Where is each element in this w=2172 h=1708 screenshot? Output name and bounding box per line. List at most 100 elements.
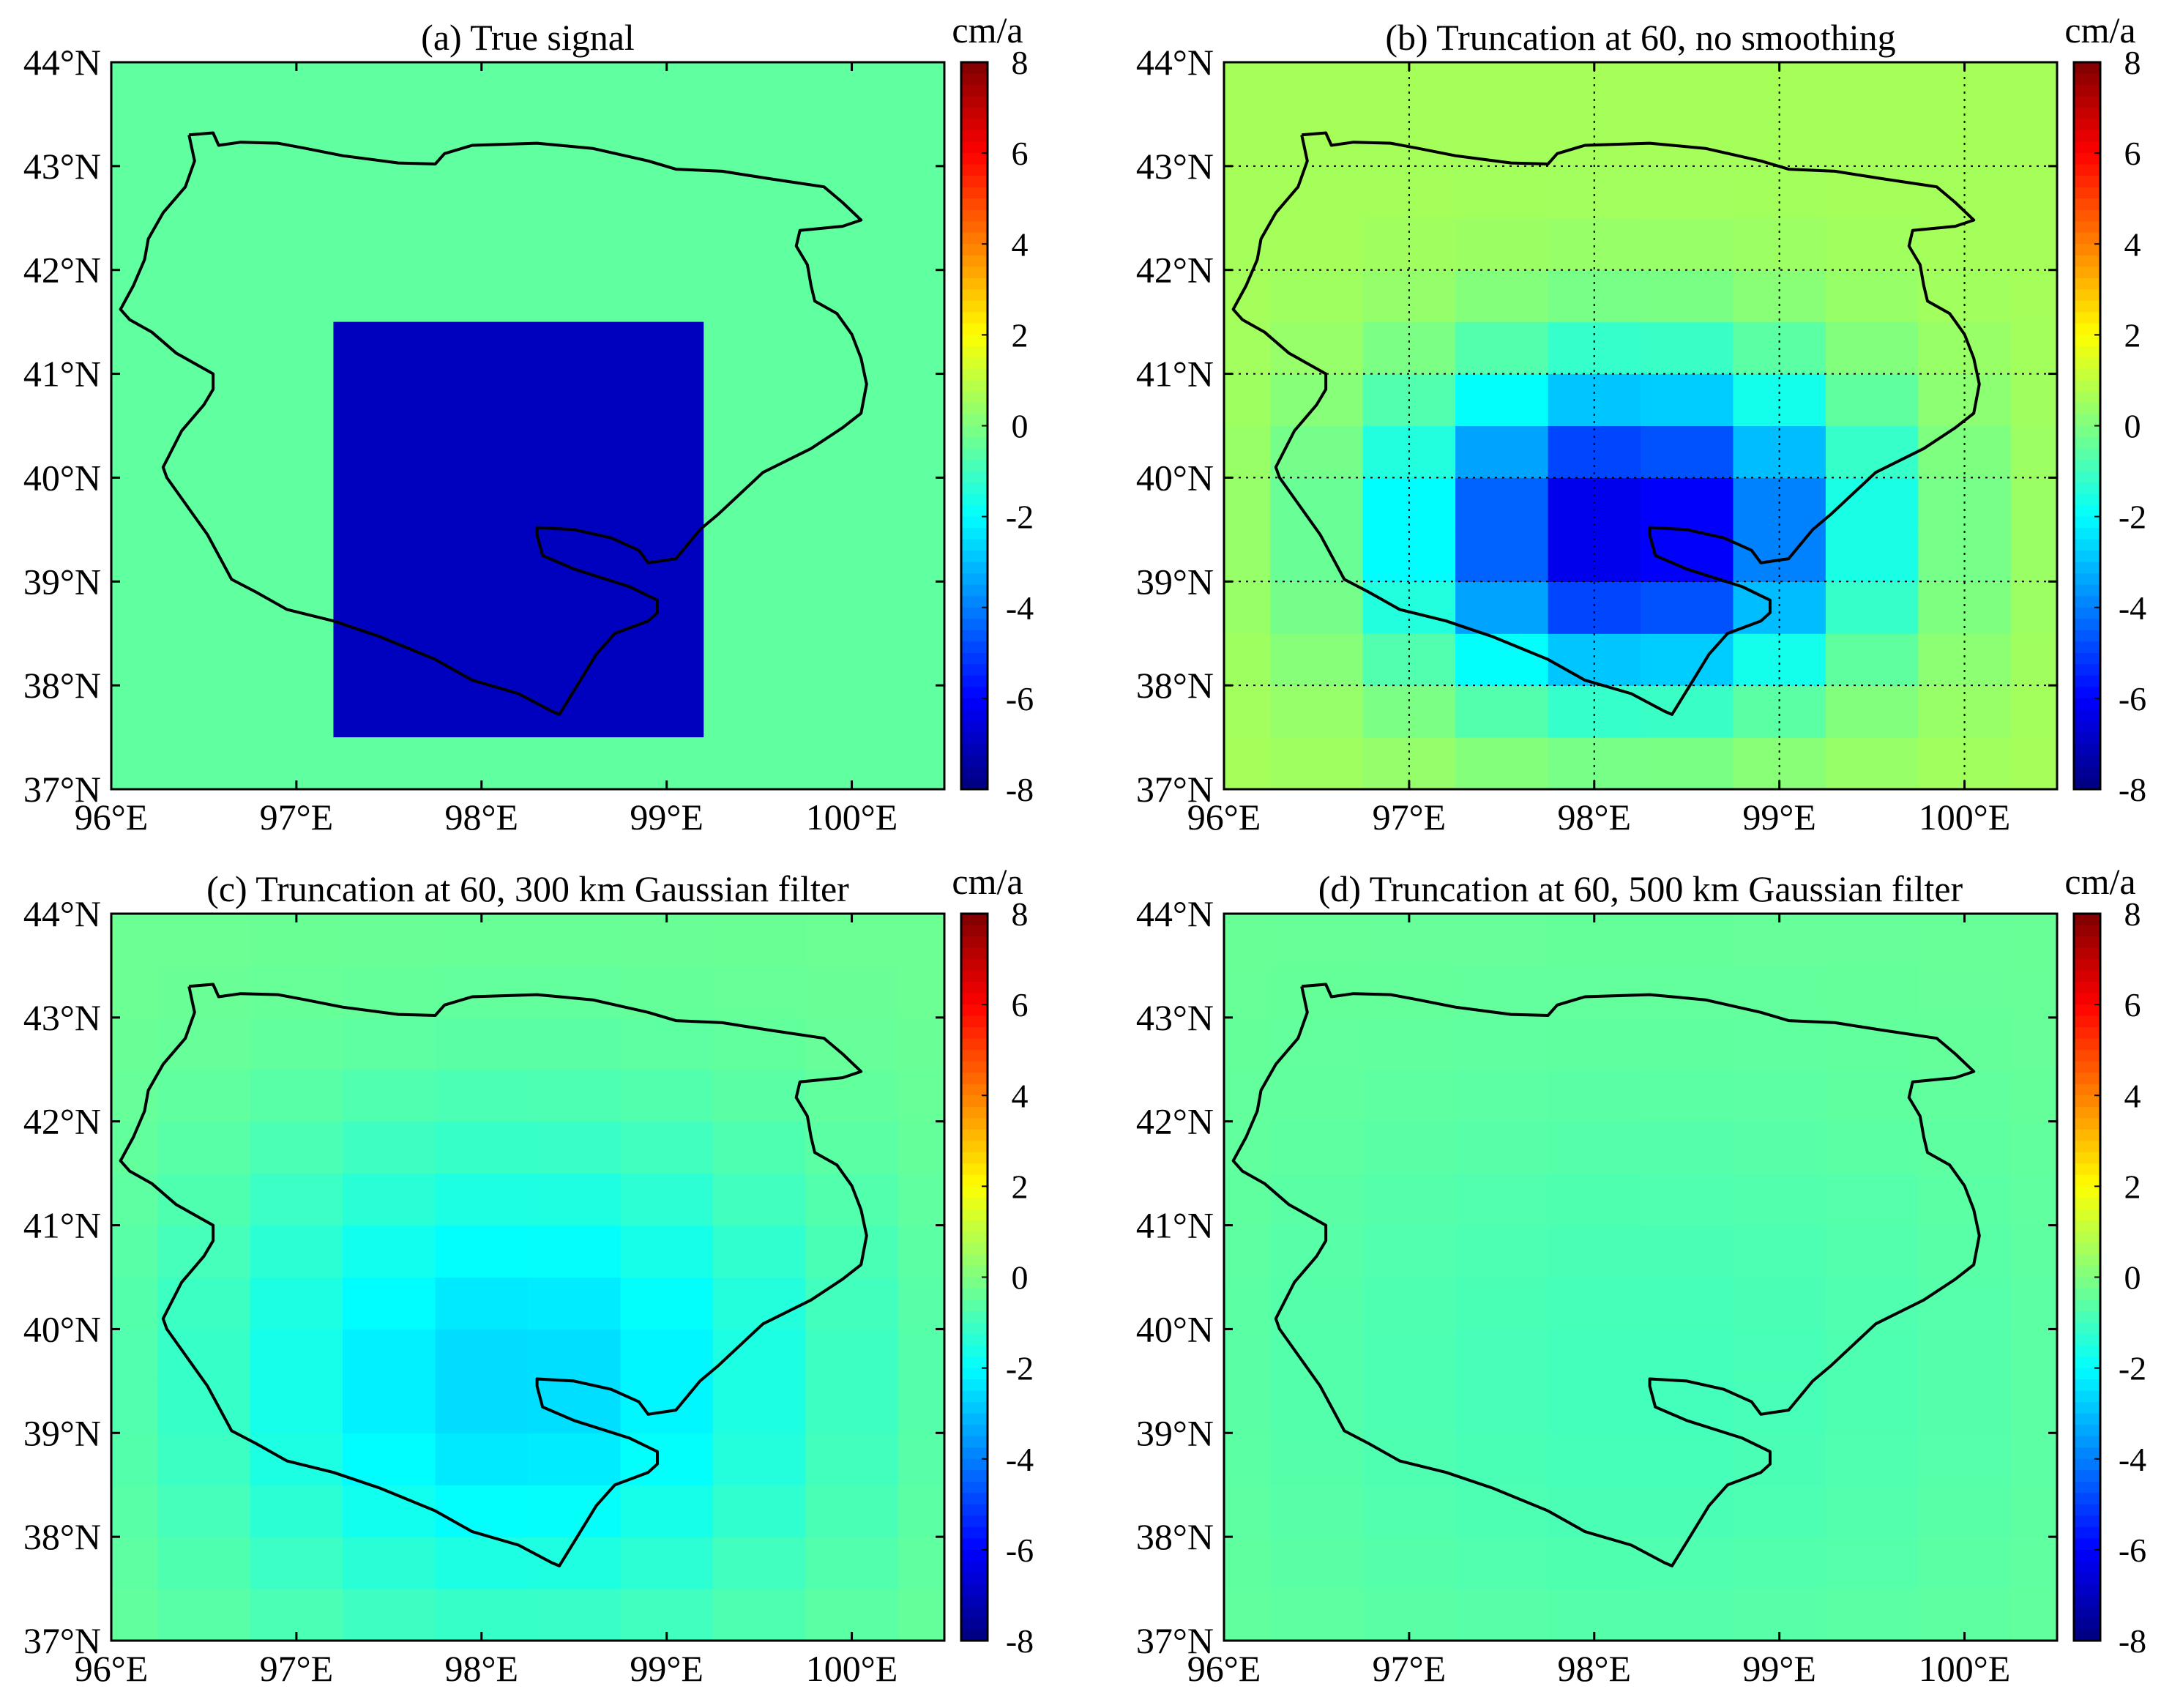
heatmap-cell	[2010, 373, 2057, 427]
colorbar-segment	[961, 221, 988, 234]
heatmap-cell	[1825, 165, 1919, 219]
heatmap-cell	[1733, 269, 1826, 323]
heatmap-cell	[1362, 1537, 1456, 1589]
colorbar: 8 6 4 2 0 -2 -4 -6 -8 cm/a	[952, 10, 1034, 808]
colorbar-segment	[961, 493, 988, 506]
heatmap-cell	[2010, 1173, 2057, 1226]
heatmap-cell	[1548, 1329, 1641, 1381]
colorbar: 8 6 4 2 0 -2 -4 -6 -8 cm/a	[2064, 861, 2146, 1660]
heatmap-cell	[1548, 1225, 1641, 1278]
colorbar-segment	[2074, 914, 2100, 926]
colorbar-tick-label: 4	[2124, 1077, 2141, 1114]
colorbar: 8 6 4 2 0 -2 -4 -6 -8 cm/a	[952, 861, 1034, 1660]
colorbar-segment	[2074, 505, 2100, 518]
colorbar-tick-label: -4	[1006, 589, 1034, 627]
colorbar-segment	[961, 630, 988, 643]
heatmap-cell	[1918, 1069, 2012, 1122]
heatmap-cell	[528, 1641, 621, 1693]
colorbar-segment	[2074, 335, 2100, 347]
heatmap-cell	[1641, 217, 1734, 271]
heatmap-cell	[805, 1381, 899, 1433]
heatmap-cell	[620, 1121, 714, 1174]
heatmap-cell	[2103, 270, 2172, 323]
heatmap-cell	[1641, 1121, 1734, 1174]
heatmap-cell	[528, 1225, 622, 1278]
colorbar-segment	[961, 482, 988, 495]
heatmap-cell	[435, 1381, 529, 1433]
colorbar-segment	[961, 244, 988, 256]
heatmap-cell	[712, 1589, 806, 1641]
heatmap-cell	[1733, 529, 1826, 582]
colorbar-segment	[961, 1334, 988, 1346]
heatmap-cell	[897, 1433, 944, 1485]
colorbar-segment	[2074, 1617, 2100, 1630]
colorbar-unit-label: cm/a	[952, 10, 1023, 51]
panel-title: (c) Truncation at 60, 300 km Gaussian fi…	[206, 868, 849, 909]
heatmap-cell	[1733, 1277, 1826, 1330]
heatmap-cell	[157, 1069, 251, 1122]
heatmap-cell	[1455, 165, 1549, 219]
colorbar-segment	[961, 528, 988, 540]
colorbar-segment	[961, 720, 988, 734]
heatmap-cell	[435, 1121, 529, 1174]
heatmap-cell	[1362, 529, 1456, 582]
heatmap-cell	[1825, 581, 1919, 634]
colorbar-segment	[2074, 1413, 2100, 1426]
colorbar-tick-label: -8	[1006, 1622, 1034, 1660]
colorbar-segment	[2074, 232, 2100, 245]
colorbar-segment	[961, 562, 988, 575]
colorbar-segment	[961, 1538, 988, 1551]
colorbar-segment	[2074, 1118, 2100, 1130]
colorbar-segment	[961, 573, 988, 586]
heatmap-cell	[1918, 1329, 2012, 1381]
colorbar-segment	[2074, 528, 2100, 540]
y-tick-label: 37°N	[1136, 1620, 1214, 1661]
colorbar-segment	[961, 959, 988, 972]
colorbar-segment	[961, 1447, 988, 1460]
colorbar-segment	[961, 1617, 988, 1630]
colorbar-segment	[2074, 1458, 2100, 1472]
heatmap-cell	[620, 1017, 714, 1070]
colorbar-segment	[961, 1629, 988, 1641]
heatmap-cell	[1224, 1225, 1271, 1278]
colorbar-unit-label: cm/a	[2064, 10, 2135, 51]
colorbar-segment	[961, 755, 988, 767]
colorbar-segment	[2074, 425, 2100, 438]
heatmap-cell	[2010, 425, 2057, 479]
colorbar-segment	[961, 1311, 988, 1324]
colorbar-segment	[961, 323, 988, 336]
heatmap-cell	[990, 1381, 1083, 1433]
heatmap-cell	[1825, 1589, 1919, 1641]
x-tick-label: 99°E	[1742, 1648, 1816, 1689]
heatmap-cell	[2010, 581, 2057, 634]
heatmap-cell	[1825, 217, 1919, 271]
heatmap-cell	[1270, 321, 1364, 375]
colorbar-segment	[2074, 1106, 2100, 1119]
colorbar-segment	[961, 1584, 988, 1596]
y-tick-label: 43°N	[23, 146, 101, 187]
heatmap-cell	[1825, 321, 1919, 375]
colorbar-segment	[2074, 936, 2100, 949]
heatmap-cell	[1918, 1537, 2012, 1589]
heatmap-cell	[620, 1277, 714, 1330]
heatmap-cell	[1548, 529, 1641, 582]
colorbar-segment	[2074, 584, 2100, 597]
heatmap-cell	[435, 1173, 529, 1226]
heatmap-cell	[1455, 685, 1549, 738]
x-tick-label: 98°E	[445, 797, 519, 838]
colorbar-segment	[2074, 164, 2100, 176]
heatmap-cell	[1825, 62, 1919, 115]
heatmap-cell	[1641, 1069, 1734, 1122]
heatmap-cell	[712, 1537, 806, 1589]
heatmap-cell	[1224, 373, 1271, 427]
colorbar-segment	[2074, 1526, 2100, 1540]
colorbar-segment	[2074, 437, 2100, 450]
heatmap-cell	[990, 1278, 1083, 1330]
colorbar-tick-label: -8	[2119, 1622, 2146, 1660]
y-tick-label: 41°N	[1136, 354, 1214, 395]
colorbar-segment	[2074, 777, 2100, 790]
colorbar-segment	[2074, 1368, 2100, 1380]
heatmap-cell	[1455, 914, 1549, 966]
heatmap-cell	[620, 1485, 714, 1537]
colorbar-tick-label: 0	[1012, 408, 1029, 445]
